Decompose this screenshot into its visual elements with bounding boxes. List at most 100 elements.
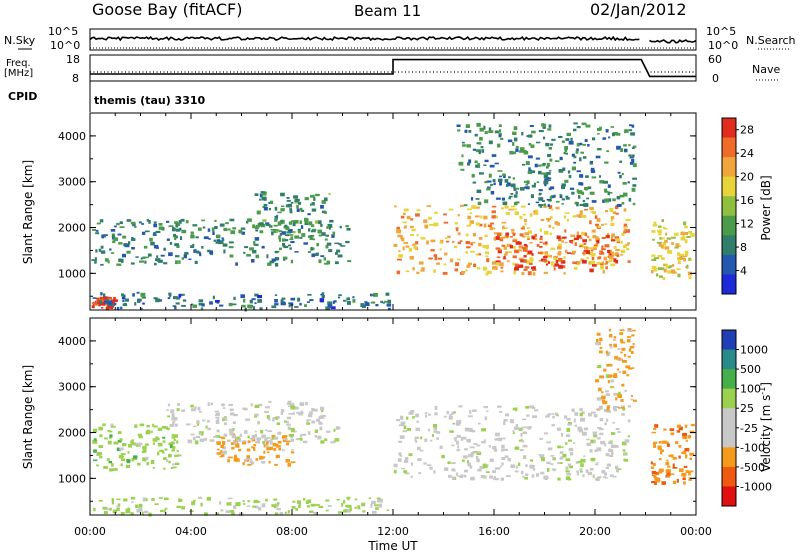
- power-cell-r2: [403, 208, 409, 212]
- power-cell-r3: [595, 240, 599, 243]
- velocity-cell-r2: [324, 438, 328, 441]
- velocity-cell-r5: [309, 510, 314, 513]
- power-cell-r0: [287, 244, 291, 247]
- velocity-cell-r3: [569, 465, 573, 469]
- power-cell-r1: [324, 197, 328, 202]
- power-cell-r5: [108, 305, 111, 309]
- velocity-cell-r2: [284, 420, 287, 423]
- velocity-cell-r2: [307, 431, 311, 435]
- power-cell-r2: [466, 208, 472, 211]
- power-cell-r7: [688, 257, 691, 261]
- velocity-cell-r3: [482, 475, 487, 479]
- power-cell-r3: [580, 258, 585, 261]
- colorbar-swatch: [722, 466, 736, 487]
- power-cell-r2: [539, 228, 542, 232]
- power-cell-r6: [387, 299, 391, 304]
- velocity-cell-r1: [231, 434, 237, 439]
- velocity-cell-r2: [171, 413, 175, 417]
- power-cell-r6: [233, 296, 236, 301]
- power-cell-r0: [300, 225, 304, 229]
- power-cell-r4: [562, 167, 566, 171]
- power-cell-r6: [120, 306, 123, 310]
- velocity-cell-r3: [588, 412, 592, 417]
- power-cell-r3: [570, 241, 574, 244]
- power-cell-r4: [561, 140, 565, 143]
- velocity-cell-r3: [495, 432, 500, 437]
- power-cell-r0: [174, 221, 179, 224]
- power-cell-r1: [293, 195, 298, 199]
- power-cell-r2: [469, 222, 472, 226]
- power-cell-r4: [549, 195, 553, 199]
- velocity-cell-r3: [512, 430, 515, 433]
- velocity-cell-r5: [273, 498, 278, 501]
- power-cell-r2: [614, 205, 619, 210]
- power-cell-r4: [578, 182, 583, 186]
- power-cell-r3: [605, 261, 608, 265]
- colorbar-tick-label: 500: [740, 363, 761, 376]
- power-cell-r4: [615, 132, 621, 136]
- velocity-cell-r0: [171, 434, 175, 437]
- power-cell-r6: [110, 303, 115, 306]
- colorbar-tick-label: 100: [740, 383, 761, 396]
- velocity-cell-r3: [466, 460, 469, 464]
- power-cell-r0: [132, 223, 136, 227]
- power-cell-r4: [507, 139, 513, 143]
- velocity-cell-r4: [619, 359, 623, 362]
- power-cell-r4: [542, 126, 546, 129]
- velocity-cell-r5: [163, 509, 166, 513]
- power-cell-r1: [320, 223, 323, 227]
- velocity-cell-r3: [485, 464, 489, 467]
- power-cell-r0: [315, 252, 319, 255]
- power-cell-r4: [555, 200, 560, 203]
- velocity-cell-r3: [567, 463, 571, 467]
- power-cell-r2: [610, 219, 613, 222]
- velocity-cell-r3: [464, 448, 468, 451]
- colorbar-frame: [721, 329, 737, 507]
- velocity-cell-r3: [502, 437, 506, 440]
- power-cell-r4: [546, 179, 552, 181]
- power-cell-r2: [490, 222, 494, 225]
- power-cell-r2: [623, 223, 627, 227]
- power-cell-r0: [140, 257, 143, 260]
- velocity-cell-r0: [109, 436, 112, 439]
- power-cell-r4: [535, 157, 540, 160]
- power-cell-r0: [199, 253, 202, 257]
- power-cell-r6: [347, 300, 351, 305]
- power-cell-r1: [325, 234, 329, 237]
- power-cell-r2: [470, 242, 473, 246]
- power-cell-r0: [207, 228, 211, 232]
- velocity-cell-r4: [605, 350, 609, 355]
- power-cell-r1: [274, 206, 278, 211]
- power-cell-r2: [576, 231, 580, 235]
- velocity-cell-r3: [523, 431, 527, 434]
- power-cell-r4: [479, 127, 484, 132]
- power-cell-r1: [274, 218, 278, 222]
- velocity-cell-r3: [565, 470, 570, 473]
- velocity-cell-r3: [457, 445, 460, 449]
- velocity-cell-r6: [654, 424, 659, 428]
- velocity-cell-r4: [601, 395, 606, 400]
- power-cell-r3: [591, 256, 595, 261]
- velocity-cell-r1: [281, 449, 285, 452]
- power-cell-r4: [573, 122, 578, 125]
- nsearch-label: N.Search: [746, 34, 796, 47]
- velocity-cell-r0: [125, 464, 130, 469]
- velocity-cell-r0: [157, 427, 163, 431]
- power-cell-r2: [428, 257, 433, 260]
- velocity-cell-r6: [684, 448, 690, 452]
- velocity-cell-r3: [550, 463, 554, 465]
- power-cell-r3: [570, 252, 575, 255]
- power-cell-r2: [486, 270, 492, 274]
- velocity-cell-r2: [294, 430, 297, 433]
- power-cell-r3: [505, 234, 509, 238]
- power-cell-r2: [574, 242, 577, 246]
- velocity-cell-r4: [599, 346, 603, 349]
- power-cell-r0: [153, 245, 158, 249]
- power-cell-r2: [558, 243, 562, 248]
- colorbar-swatch: [722, 137, 736, 158]
- velocity-cell-r5: [378, 503, 383, 508]
- velocity-cell-r0: [142, 457, 145, 459]
- velocity-cell-r4: [622, 370, 627, 374]
- power-cell-r3: [512, 232, 516, 235]
- colorbar-swatch: [722, 447, 736, 468]
